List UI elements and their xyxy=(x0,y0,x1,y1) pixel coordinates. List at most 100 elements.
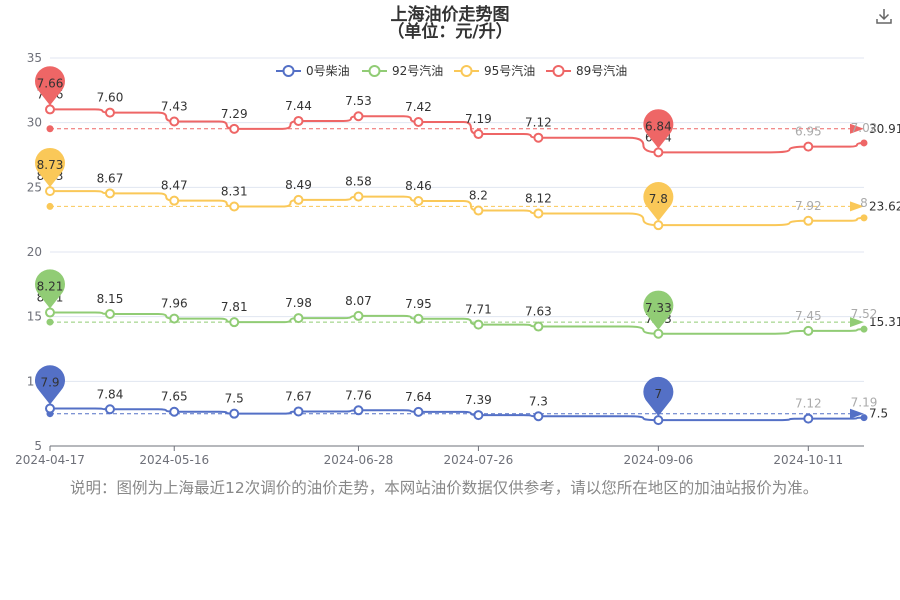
data-point xyxy=(45,186,55,197)
data-label: 8.15 xyxy=(97,292,124,306)
data-point xyxy=(169,195,180,206)
average-label: 30.91 xyxy=(869,122,900,136)
data-point xyxy=(803,141,814,152)
x-tick-label: 2024-07-26 xyxy=(444,453,514,467)
min-pin-label: 7 xyxy=(655,387,663,401)
average-label: 7.5 xyxy=(869,407,888,421)
data-label: 8.46 xyxy=(405,179,432,193)
data-label: 6.95 xyxy=(795,125,822,139)
data-label: 7.67 xyxy=(285,389,312,403)
y-tick-label: 25 xyxy=(27,180,42,194)
max-pin xyxy=(35,365,65,405)
data-label: 7.3 xyxy=(529,394,548,408)
data-point xyxy=(229,123,240,134)
data-point xyxy=(293,194,304,205)
data-point xyxy=(45,104,55,115)
min-pin-label: 7.33 xyxy=(645,301,672,315)
data-label: 7.5 xyxy=(225,392,244,406)
data-label: 7.63 xyxy=(525,305,552,319)
data-point xyxy=(473,410,484,421)
data-label: 7.92 xyxy=(795,199,822,213)
y-tick-label: 35 xyxy=(27,51,42,65)
average-line-start xyxy=(46,125,54,133)
download-icon[interactable] xyxy=(874,6,894,26)
data-label: 8.2 xyxy=(469,189,488,203)
chart-subtitle: （单位：元/升） xyxy=(387,22,513,42)
chart-title: 上海油价走势图 xyxy=(390,5,510,25)
data-point xyxy=(104,308,115,319)
data-point xyxy=(533,208,544,219)
legend-marker xyxy=(368,65,381,77)
data-label: 7.12 xyxy=(525,116,552,130)
y-tick-label: 5 xyxy=(34,439,42,453)
data-point xyxy=(473,129,484,140)
data-point xyxy=(533,321,544,332)
average-line-arrow xyxy=(850,201,864,212)
data-point xyxy=(533,411,544,422)
data-point xyxy=(353,111,364,122)
min-pin-label: 7.8 xyxy=(649,192,668,206)
data-point xyxy=(293,115,304,126)
data-label: 7.44 xyxy=(285,99,312,113)
data-point xyxy=(293,313,304,324)
average-line-start xyxy=(46,202,54,210)
data-label: 7.52 xyxy=(851,307,878,321)
data-label: 7.84 xyxy=(97,387,124,401)
data-label: 7.02 xyxy=(851,121,878,135)
data-point xyxy=(653,415,664,426)
data-label: 8.58 xyxy=(345,175,372,189)
legend-label: 95号汽油 xyxy=(484,63,535,78)
min-pin xyxy=(643,109,674,149)
min-pin xyxy=(643,181,674,222)
data-point xyxy=(104,404,115,415)
data-point xyxy=(169,406,180,417)
data-point xyxy=(293,406,304,417)
max-pin-label: 8.73 xyxy=(37,158,64,172)
data-label: 8 xyxy=(860,196,868,210)
average-label: 15.31 xyxy=(869,315,900,329)
data-point xyxy=(353,405,364,416)
data-label: 7.98 xyxy=(285,296,312,310)
data-label: 7.96 xyxy=(161,297,188,311)
data-label: 7.76 xyxy=(345,388,372,402)
data-label: 7.43 xyxy=(161,99,188,113)
legend-marker xyxy=(460,65,473,77)
data-point xyxy=(45,403,55,414)
x-tick-label: 2024-06-28 xyxy=(324,453,394,467)
data-point xyxy=(104,107,115,118)
average-line-start xyxy=(46,318,54,326)
data-label: 7.65 xyxy=(161,390,188,404)
data-point xyxy=(229,408,240,419)
average-line-arrow xyxy=(850,408,864,419)
data-label: 7.64 xyxy=(405,390,432,404)
data-label: 7.19 xyxy=(465,112,492,126)
legend-label: 92号汽油 xyxy=(392,63,443,78)
data-label: 7.95 xyxy=(405,297,432,311)
y-tick-label: 15 xyxy=(27,310,42,324)
data-point xyxy=(803,325,814,336)
max-pin xyxy=(35,269,65,309)
x-tick-label: 2024-09-06 xyxy=(623,453,693,467)
max-pin-label: 8.21 xyxy=(37,280,64,294)
data-label: 8.49 xyxy=(285,178,312,192)
data-point xyxy=(413,196,424,207)
data-point xyxy=(653,328,664,339)
data-point xyxy=(45,307,55,318)
y-tick-label: 20 xyxy=(27,245,42,259)
data-label: 7.53 xyxy=(345,94,372,108)
data-label: 8.07 xyxy=(345,294,372,308)
min-pin-label: 6.84 xyxy=(645,119,672,133)
data-label: 7.81 xyxy=(221,300,248,314)
legend-marker xyxy=(552,65,565,77)
average-line-arrow xyxy=(850,317,864,328)
data-point xyxy=(653,147,664,158)
x-tick-label: 2024-10-11 xyxy=(773,453,843,467)
data-label: 7.12 xyxy=(795,397,822,411)
data-label: 7.60 xyxy=(97,91,124,105)
data-label: 8.47 xyxy=(161,179,188,193)
legend-marker xyxy=(282,65,295,77)
data-point xyxy=(473,205,484,216)
data-point xyxy=(533,132,544,143)
data-label: 7.39 xyxy=(465,393,492,407)
data-point xyxy=(169,116,180,127)
